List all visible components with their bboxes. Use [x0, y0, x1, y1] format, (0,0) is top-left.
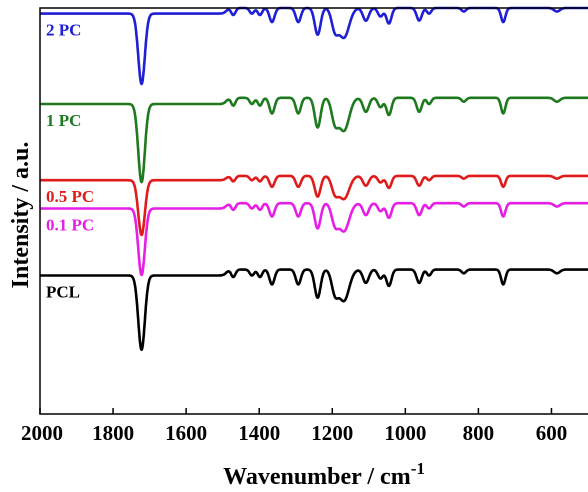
x-tick-label: 800: [463, 421, 495, 445]
x-tick-label: 1200: [311, 421, 353, 445]
plot-frame: [39, 7, 588, 415]
series-label: 1 PC: [46, 111, 81, 130]
x-axis-title-text: Wavenumber / cm: [223, 464, 411, 490]
x-tick-label: 1600: [165, 421, 207, 445]
series-line: [39, 6, 588, 86]
x-tick-label: 600: [536, 421, 568, 445]
y-axis-title: Intensity / a.u.: [8, 142, 34, 289]
x-tick-label: 1800: [92, 421, 134, 445]
x-axis-title: Wavenumber / cm-1: [223, 459, 425, 490]
series-label: 0.5 PC: [46, 187, 94, 206]
x-axis-title-superscript: -1: [411, 459, 425, 478]
series-label: 2 PC: [46, 21, 81, 40]
series-line: [39, 96, 588, 184]
x-tick-label: 1400: [238, 421, 280, 445]
series-label: PCL: [46, 282, 80, 301]
series-label: 0.1 PC: [46, 216, 94, 235]
x-tick-label: 2000: [21, 421, 63, 445]
series-line: [39, 201, 588, 277]
series-line: [39, 268, 588, 351]
x-axis-ticks: 2000 1800 1600 1400 1200 1000 800 600: [21, 408, 567, 445]
series-labels: 2 PC 1 PC 0.5 PC 0.1 PC PCL: [46, 21, 94, 302]
x-tick-label: 1000: [384, 421, 426, 445]
plot-series-group: [39, 6, 588, 351]
series-line: [39, 174, 588, 237]
